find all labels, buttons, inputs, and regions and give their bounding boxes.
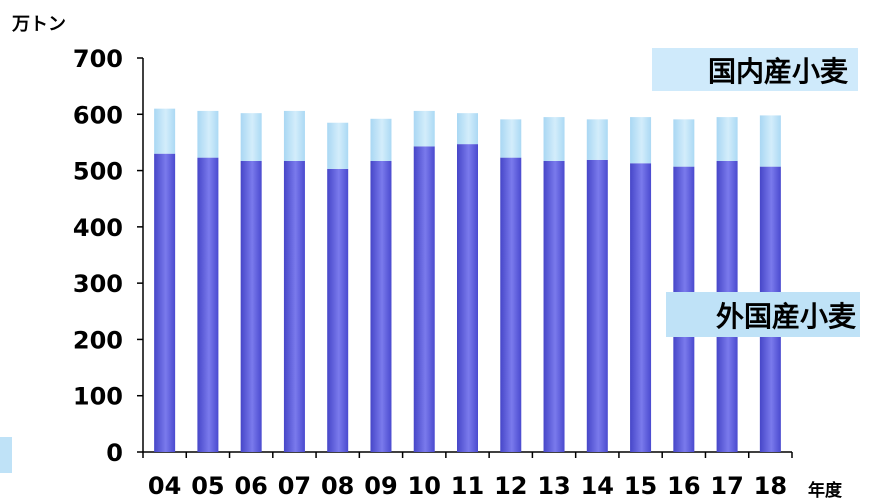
- bar-foreign: [327, 168, 349, 452]
- bar-domestic: [673, 119, 695, 167]
- x-tick-label: 11: [451, 472, 484, 499]
- bar-domestic: [283, 110, 305, 162]
- bar-foreign: [457, 144, 478, 453]
- bar-domestic: [413, 110, 435, 147]
- bar-foreign: [543, 161, 565, 452]
- legend-domestic-box: [652, 48, 858, 91]
- y-axis-tick-labels: 0 100 200 300 400 500 600 700: [73, 45, 123, 467]
- bar-foreign: [413, 146, 435, 452]
- bar-foreign: [197, 157, 219, 452]
- x-tick-label: 07: [278, 472, 311, 499]
- x-axis-unit-label: 年度: [808, 480, 843, 499]
- legend-domestic-label: 国内産小麦: [708, 55, 849, 88]
- y-tick-label: 300: [73, 270, 123, 298]
- y-tick-label: 100: [73, 383, 123, 411]
- x-tick-label: 09: [364, 472, 397, 499]
- x-tick-label: 16: [667, 472, 700, 499]
- legend-foreign: 外国産小麦: [666, 292, 860, 337]
- bar-domestic: [327, 122, 349, 169]
- x-tick-label: 08: [321, 472, 354, 499]
- bar-domestic: [197, 110, 219, 158]
- x-tick-label: 06: [234, 472, 267, 499]
- y-tick-label: 400: [73, 214, 123, 242]
- legend-domestic: 国内産小麦: [652, 48, 858, 91]
- bar-domestic: [716, 117, 738, 162]
- bar-foreign: [370, 161, 392, 452]
- bar-foreign: [586, 159, 608, 452]
- bar-group: [154, 108, 781, 453]
- bar-foreign: [500, 157, 522, 452]
- bar-foreign: [283, 161, 305, 452]
- y-axis-unit-label: 万トン: [11, 14, 66, 35]
- x-tick-label: 13: [537, 472, 570, 499]
- legend-foreign-box: [666, 292, 860, 337]
- y-tick-label: 200: [73, 326, 123, 354]
- x-tick-label: 04: [148, 472, 181, 499]
- bar-domestic: [457, 113, 478, 145]
- y-tick-label: 700: [73, 45, 123, 73]
- x-tick-label: 10: [408, 472, 441, 499]
- x-tick-label: 18: [754, 472, 787, 499]
- bar-foreign: [240, 161, 262, 452]
- bar-domestic: [759, 115, 781, 167]
- x-tick-label: 12: [494, 472, 527, 499]
- bar-domestic: [240, 113, 262, 162]
- bar-domestic: [500, 119, 522, 158]
- x-tick-label: 15: [624, 472, 657, 499]
- x-tick-label: 14: [581, 472, 614, 499]
- bar-foreign: [154, 153, 176, 452]
- y-tick-label: 600: [73, 101, 123, 129]
- y-tick-label: 0: [106, 439, 123, 467]
- bar-domestic: [370, 118, 392, 162]
- x-axis-tick-labels: 04 05 06 07 08 09 10 11 12 13 14 15 16 17 18: [148, 472, 787, 499]
- y-tick-label: 500: [73, 158, 123, 186]
- bar-foreign: [630, 163, 652, 453]
- x-tick-label: 05: [191, 472, 224, 499]
- bar-domestic: [543, 117, 565, 162]
- bar-domestic: [154, 108, 176, 154]
- legend-foreign-label: 外国産小麦: [716, 300, 857, 333]
- x-tick-label: 17: [710, 472, 743, 499]
- bar-domestic: [586, 119, 608, 160]
- bar-domestic: [630, 117, 652, 164]
- left-edge-accent: [0, 437, 12, 473]
